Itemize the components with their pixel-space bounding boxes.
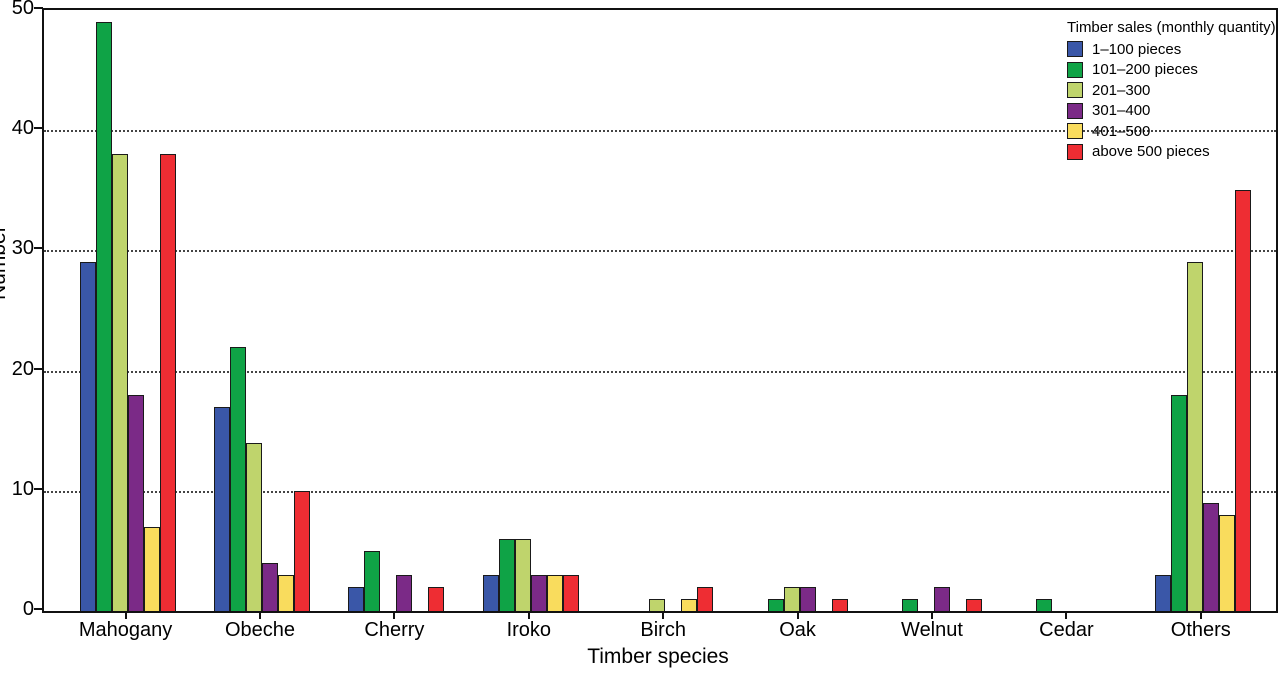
bar-welnut-series-2 <box>902 598 918 611</box>
x-tick-mark-iroko <box>527 611 530 619</box>
bar-iroko-series-1 <box>482 574 499 611</box>
bar-others-series-5 <box>1218 514 1235 611</box>
legend-item-label: 1–100 pieces <box>1092 40 1182 58</box>
y-tick-mark-0 <box>34 608 43 610</box>
bar-mahogany-series-2 <box>95 22 112 611</box>
y-tick-label-50: 50 <box>11 0 34 19</box>
gridline-30 <box>44 250 1276 253</box>
legend-swatch-icon <box>1067 41 1083 58</box>
bar-oak-series-4 <box>799 586 816 611</box>
bar-birch-series-3 <box>649 598 666 611</box>
legend-item-label: 301–400 <box>1092 102 1151 120</box>
x-category-label-birch: Birch <box>640 619 686 641</box>
bar-cherry-series-6 <box>428 586 445 611</box>
x-tick-mark-obeche <box>259 611 261 619</box>
legend-swatch-icon <box>1067 102 1083 119</box>
bar-others-series-2 <box>1170 394 1187 611</box>
bar-obeche-series-6 <box>294 490 310 611</box>
legend-item-4: 301–400 <box>1067 101 1276 122</box>
legend-item-6: above 500 pieces <box>1067 142 1276 163</box>
x-tick-mark-oak <box>796 611 799 619</box>
y-tick-label-20: 20 <box>11 357 34 380</box>
legend-swatch-icon <box>1067 82 1083 99</box>
x-category-label-iroko: Iroko <box>506 619 552 641</box>
legend-swatch-icon <box>1067 123 1083 140</box>
legend-item-label: above 500 pieces <box>1092 143 1210 161</box>
x-category-label-cherry: Cherry <box>364 619 425 641</box>
legend-item-5: 401–500 <box>1067 121 1276 142</box>
bar-cedar-series-2 <box>1036 598 1053 611</box>
x-tick-mark-welnut <box>931 611 933 619</box>
x-category-label-welnut: Welnut <box>901 619 963 641</box>
y-tick-label-40: 40 <box>11 117 34 140</box>
gridline-10 <box>44 490 1276 493</box>
bar-oak-series-2 <box>767 598 784 611</box>
y-tick-label-10: 10 <box>11 477 34 500</box>
bar-iroko-series-3 <box>514 538 531 611</box>
bar-obeche-series-5 <box>278 574 294 611</box>
bar-obeche-series-3 <box>246 442 262 611</box>
bar-iroko-series-4 <box>530 574 547 611</box>
x-tick-mark-cedar <box>1065 611 1068 619</box>
y-tick-mark-10 <box>34 487 43 490</box>
bar-cherry-series-2 <box>364 550 381 611</box>
y-tick-label-0: 0 <box>22 598 34 620</box>
bar-birch-series-6 <box>697 586 714 611</box>
x-axis-title: Timber species <box>587 645 729 668</box>
bar-welnut-series-6 <box>966 598 982 611</box>
bar-mahogany-series-1 <box>79 262 96 611</box>
x-tick-mark-others <box>1199 611 1202 619</box>
bar-others-series-4 <box>1202 502 1219 611</box>
bar-obeche-series-1 <box>214 406 230 611</box>
bar-others-series-1 <box>1154 574 1171 611</box>
legend-item-1: 1–100 pieces <box>1067 39 1276 60</box>
legend: Timber sales (monthly quantity) 1–100 pi… <box>1067 19 1276 162</box>
bar-iroko-series-6 <box>562 574 579 611</box>
x-tick-mark-cherry <box>393 611 396 619</box>
bar-mahogany-series-6 <box>159 154 176 611</box>
y-tick-label-30: 30 <box>11 237 34 260</box>
bar-mahogany-series-4 <box>127 394 144 611</box>
y-tick-mark-30 <box>34 247 43 250</box>
legend-item-3: 201–300 <box>1067 80 1276 101</box>
bar-cherry-series-4 <box>396 574 413 611</box>
bar-obeche-series-4 <box>262 562 278 611</box>
bar-oak-series-6 <box>831 598 848 611</box>
bar-oak-series-3 <box>783 586 800 611</box>
y-tick-mark-20 <box>34 367 43 370</box>
bar-mahogany-series-3 <box>111 154 128 611</box>
gridline-40 <box>44 130 1276 133</box>
legend-item-label: 101–200 pieces <box>1092 61 1198 79</box>
legend-swatch-icon <box>1067 61 1083 78</box>
bar-birch-series-5 <box>681 598 698 611</box>
x-category-label-mahogany: Mahogany <box>78 619 173 641</box>
bar-cherry-series-1 <box>348 586 365 611</box>
bar-obeche-series-2 <box>230 346 246 611</box>
x-tick-mark-mahogany <box>124 611 127 619</box>
bar-welnut-series-4 <box>934 586 950 611</box>
legend-title: Timber sales (monthly quantity) <box>1067 19 1276 36</box>
x-category-label-cedar: Cedar <box>1039 619 1094 641</box>
legend-item-2: 101–200 pieces <box>1067 60 1276 81</box>
bar-others-series-6 <box>1234 190 1251 611</box>
x-category-label-oak: Oak <box>779 619 816 641</box>
bar-others-series-3 <box>1186 262 1203 611</box>
x-category-label-others: Others <box>1170 619 1231 641</box>
gridline-20 <box>44 370 1276 373</box>
y-tick-mark-50 <box>34 7 43 9</box>
bar-iroko-series-2 <box>498 538 515 611</box>
y-axis-title: Number <box>0 225 10 300</box>
legend-items: 1–100 pieces 101–200 pieces 201–300 301–400… <box>1067 39 1276 162</box>
legend-item-label: 401–500 <box>1092 122 1151 140</box>
x-tick-mark-birch <box>662 611 665 619</box>
x-category-label-obeche: Obeche <box>224 619 296 641</box>
legend-item-label: 201–300 <box>1092 81 1151 99</box>
bar-iroko-series-5 <box>546 574 563 611</box>
bar-mahogany-series-5 <box>143 526 160 611</box>
y-tick-mark-40 <box>34 127 43 130</box>
legend-swatch-icon <box>1067 143 1083 160</box>
